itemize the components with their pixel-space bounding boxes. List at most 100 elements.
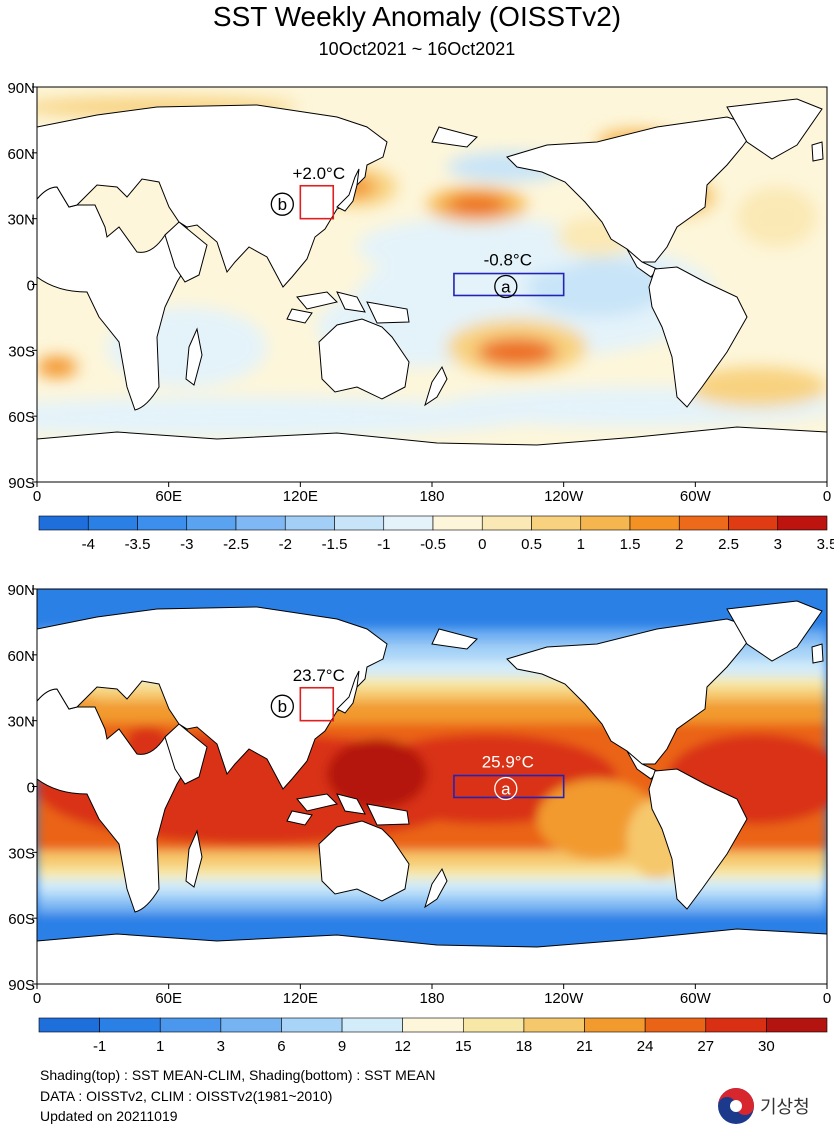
colorbar-label: 18: [516, 1038, 533, 1055]
colorbar-label: -3.5: [125, 536, 151, 553]
x-tick-label: 60W: [680, 488, 712, 505]
colorbar-swatch: [235, 515, 286, 531]
x-tick-label: 120E: [283, 990, 318, 1007]
y-tick-label: 30S: [8, 343, 35, 360]
colorbar-label: 30: [758, 1038, 775, 1055]
colorbar-swatch: [432, 515, 483, 531]
y-tick-label: 90S: [8, 977, 35, 994]
y-tick-label: 60N: [7, 648, 35, 665]
colorbar-label: 12: [394, 1038, 411, 1055]
kma-logo-text: 기상청: [760, 1097, 810, 1117]
colorbar-swatch: [38, 1017, 100, 1033]
y-tick-label: 60S: [8, 409, 35, 426]
colorbar-label: 1: [577, 536, 585, 553]
kma-logo: 기상청: [714, 1084, 824, 1128]
region-box-a: [453, 774, 565, 799]
region-box-a: [453, 272, 565, 297]
colorbar-swatch: [678, 515, 729, 531]
colorbar-swatch: [38, 515, 89, 531]
colorbar-swatch: [705, 1017, 767, 1033]
chart-title: SST Weekly Anomaly (OISSTv2): [212, 1, 622, 32]
colorbar-swatch: [281, 1017, 343, 1033]
y-tick-label: 90N: [7, 582, 35, 599]
y-tick-label: 30N: [7, 714, 35, 731]
colorbar-swatch: [341, 1017, 403, 1033]
y-tick-label: 0: [27, 278, 35, 295]
colorbar-swatch: [99, 1017, 161, 1033]
colorbar-swatch: [531, 515, 582, 531]
x-tick-label: 0: [823, 488, 831, 505]
colorbar-label: 0.5: [521, 536, 542, 553]
colorbar-swatch: [186, 515, 237, 531]
map-field: [37, 589, 827, 984]
x-tick-label: 120W: [544, 488, 584, 505]
colorbar-swatch: [284, 515, 335, 531]
chart-subtitle: 10Oct2021 ~ 16Oct2021: [318, 39, 516, 59]
colorbar-swatch: [481, 515, 532, 531]
colorbar-label: -2.5: [223, 536, 249, 553]
region-box-b: [299, 184, 335, 220]
colorbar-label: 3: [217, 1038, 225, 1055]
colorbar-swatch: [584, 1017, 646, 1033]
colorbar-label: -1: [93, 1038, 106, 1055]
colorbar-swatch: [383, 515, 434, 531]
colorbar-label: 6: [277, 1038, 285, 1055]
x-tick-label: 60E: [155, 488, 182, 505]
colorbar-swatch: [580, 515, 631, 531]
colorbar-label: 15: [455, 1038, 472, 1055]
colorbar-swatch: [463, 1017, 525, 1033]
x-tick-label: 180: [419, 990, 444, 1007]
footer-data-note: DATA : OISSTv2, CLIM : OISSTv2(1981~2010…: [40, 1088, 333, 1104]
y-tick-label: 30S: [8, 845, 35, 862]
region-marker-circle: [494, 776, 518, 801]
x-tick-label: 120W: [544, 990, 584, 1007]
colorbar-label: 27: [697, 1038, 714, 1055]
x-tick-label: 0: [33, 990, 41, 1007]
colorbar-label: -1.5: [322, 536, 348, 553]
x-tick-label: 0: [33, 488, 41, 505]
colorbar-swatch: [334, 515, 385, 531]
region-marker-circle: [270, 694, 294, 718]
region-value-label: 23.7°C: [293, 666, 345, 685]
x-tick-label: 0: [823, 990, 831, 1007]
colorbar-label: 2: [675, 536, 683, 553]
x-tick-label: 120E: [283, 488, 318, 505]
colorbar-label: 24: [637, 1038, 654, 1055]
x-tick-label: 60W: [680, 990, 712, 1007]
footer-shading-note: Shading(top) : SST MEAN-CLIM, Shading(bo…: [40, 1067, 436, 1083]
y-tick-label: 60N: [7, 146, 35, 163]
colorbar-label: -0.5: [420, 536, 446, 553]
anomaly-colorbar: -4 -3.5 -3 -2.5 -2 -1.5 -1 -0.5 0 0.5 1 1.5 2 2.5 3 3.5…: [38, 515, 834, 553]
region-marker-label: b: [278, 697, 287, 716]
colorbar-swatch: [402, 1017, 464, 1033]
colorbar-swatch: [523, 1017, 585, 1033]
colorbar-label: 3.5: [817, 536, 834, 553]
region-value-label: -0.8°C: [484, 251, 532, 270]
colorbar-swatch: [220, 1017, 282, 1033]
region-marker-circle: [270, 192, 294, 216]
colorbar-label: 1.5: [620, 536, 641, 553]
mean-sst-colorbar: -1 1 3 6 9 12 15 18 21 24 27 30: [38, 1017, 828, 1055]
region-marker-label: b: [278, 195, 287, 214]
colorbar-label: 1: [156, 1038, 164, 1055]
region-marker-label: a: [501, 278, 511, 297]
colorbar-swatch: [766, 1017, 828, 1033]
colorbar-label: 3: [774, 536, 782, 553]
colorbar-label: 21: [576, 1038, 593, 1055]
colorbar-label: -1: [377, 536, 390, 553]
region-value-label: 25.9°C: [482, 753, 534, 772]
colorbar-swatch: [644, 1017, 707, 1033]
colorbar-label: 2.5: [718, 536, 739, 553]
region-marker-circle: [494, 274, 518, 299]
x-tick-label: 60E: [155, 990, 182, 1007]
colorbar-label: -4: [82, 536, 95, 553]
kma-emblem-icon: 기상청: [718, 1088, 810, 1124]
colorbar-swatch: [87, 515, 138, 531]
region-marker-label: a: [501, 780, 511, 799]
colorbar-label: -2: [279, 536, 292, 553]
y-tick-label: 90N: [7, 80, 35, 97]
colorbar-swatch: [137, 515, 188, 531]
region-value-label: +2.0°C: [292, 164, 345, 183]
